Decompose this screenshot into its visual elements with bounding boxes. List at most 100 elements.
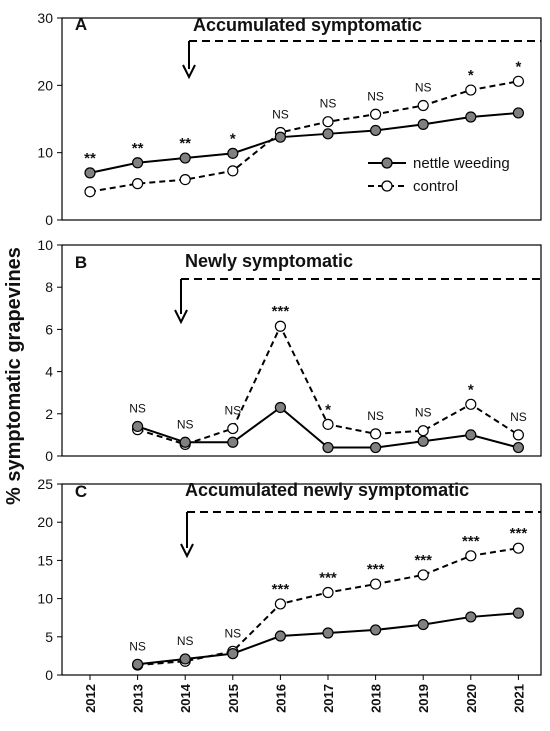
- control-point: [417, 99, 429, 112]
- nettle-weeding-point: [465, 429, 477, 441]
- nettle-weeding-point: [512, 107, 525, 119]
- nettle-weeding-point: [274, 131, 286, 143]
- nettle-weeding-point: [322, 441, 334, 454]
- nettle-weeding-point: [370, 124, 382, 137]
- significance-label: **: [84, 150, 96, 167]
- panel-letter: B: [75, 253, 87, 272]
- significance-label: NS: [510, 410, 527, 424]
- series-nettle-weeding-line: [89, 111, 519, 174]
- control-point: [322, 418, 334, 430]
- y-tick-label: 10: [37, 145, 53, 161]
- significance-label: NS: [415, 81, 432, 95]
- nettle-weeding-point: [370, 441, 382, 454]
- panel-frame: [61, 244, 542, 457]
- nettle-weeding-point: [274, 401, 286, 414]
- significance-label: NS: [367, 89, 384, 103]
- significance-label: NS: [129, 401, 146, 415]
- control-point: [322, 586, 334, 599]
- control-point: [274, 598, 286, 610]
- significance-label: *: [325, 401, 331, 418]
- significance-label: ***: [510, 525, 528, 542]
- nettle-weeding-point: [227, 648, 239, 660]
- nettle-weeding-point: [132, 420, 144, 433]
- significance-label: NS: [272, 107, 289, 121]
- significance-label: *: [515, 58, 521, 75]
- control-point: [84, 186, 96, 198]
- control-point: [417, 569, 429, 581]
- x-tick-label: 2019: [416, 684, 431, 713]
- significance-label: NS: [177, 417, 194, 431]
- y-tick-label: 25: [37, 476, 53, 492]
- significance-label: **: [132, 140, 144, 157]
- panel-letter: A: [75, 15, 87, 34]
- y-tick-label: 30: [37, 10, 53, 26]
- x-tick-label: 2012: [83, 684, 98, 713]
- legend: nettle weeding control: [368, 155, 510, 195]
- y-tick-label: 5: [45, 629, 53, 645]
- significance-label: NS: [367, 409, 384, 423]
- control-point: [370, 108, 382, 120]
- series-nettle-weeding-line: [137, 612, 519, 666]
- significance-label: NS: [129, 639, 146, 653]
- significance-label: NS: [224, 626, 241, 640]
- control-point: [512, 542, 525, 554]
- control-point: [370, 428, 382, 440]
- nettle-weeding-point: [179, 653, 191, 665]
- y-tick-label: 10: [37, 237, 53, 253]
- nettle-weeding-point: [274, 630, 286, 642]
- control-point: [179, 174, 191, 186]
- x-tick-label: 2016: [273, 684, 288, 713]
- y-tick-label: 2: [45, 406, 53, 422]
- control-point: [274, 320, 286, 332]
- x-tick-label: 2014: [178, 683, 193, 713]
- panel-letter: C: [75, 482, 87, 501]
- treatment-arrow-head: [174, 309, 188, 325]
- control-point: [370, 578, 382, 590]
- control-point: [132, 178, 144, 190]
- significance-label: *: [468, 381, 474, 398]
- significance-label: ***: [367, 561, 385, 578]
- nettle-weeding-point: [512, 607, 525, 619]
- significance-label: ***: [272, 303, 290, 320]
- control-point: [322, 116, 334, 128]
- significance-label: NS: [177, 634, 194, 648]
- y-tick-label: 10: [37, 591, 53, 607]
- significance-label: ***: [462, 533, 480, 550]
- nettle-weeding-point: [179, 436, 191, 448]
- y-tick-label: 0: [45, 448, 53, 464]
- legend-control-marker: [381, 180, 393, 192]
- y-tick-label: 20: [37, 514, 53, 530]
- control-point: [512, 75, 525, 87]
- significance-label: ***: [272, 581, 290, 598]
- panel-title: Newly symptomatic: [185, 251, 353, 271]
- control-point: [512, 429, 525, 441]
- panel-title: Accumulated symptomatic: [193, 15, 422, 35]
- y-tick-label: 20: [37, 77, 53, 93]
- x-axis: 2012 2013 2014 2015 2016 2017 2018 2019 2020 2021: [83, 675, 526, 713]
- y-tick-label: 6: [45, 321, 53, 337]
- control-point: [465, 398, 477, 410]
- y-tick-label: 0: [45, 667, 53, 683]
- nettle-weeding-point: [370, 624, 382, 636]
- significance-label: ***: [414, 552, 432, 569]
- x-tick-label: 2021: [511, 684, 526, 713]
- y-axis-label: % symptomatic grapevines: [3, 247, 25, 505]
- significance-label: *: [468, 67, 474, 84]
- nettle-weeding-point: [322, 627, 334, 639]
- x-tick-label: 2020: [464, 684, 479, 713]
- significance-label: NS: [224, 404, 241, 418]
- significance-label: *: [230, 130, 236, 147]
- nettle-weeding-point: [465, 611, 477, 623]
- nettle-weeding-point: [179, 152, 191, 164]
- nettle-weeding-point: [84, 167, 96, 179]
- nettle-weeding-point: [132, 658, 144, 670]
- nettle-weeding-point: [465, 111, 477, 123]
- nettle-weeding-point: [417, 435, 429, 447]
- treatment-arrow-head: [182, 64, 196, 80]
- nettle-weeding-point: [417, 618, 429, 631]
- panel-title: Accumulated newly symptomatic: [185, 480, 469, 500]
- x-tick-label: 2018: [369, 684, 384, 713]
